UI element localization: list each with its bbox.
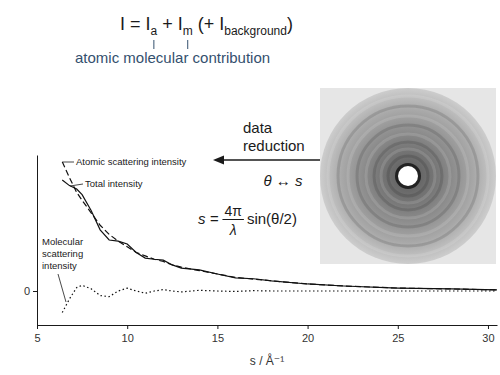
y-axis-line	[37, 156, 38, 326]
x-tick: 25	[392, 325, 404, 344]
image-ring	[366, 134, 450, 218]
arrow-label-line: data	[243, 119, 273, 136]
formula: I = Ia + Im (+ Ibackground)atomic molecu…	[75, 14, 293, 66]
series-label: Molecularscatteringintensity	[42, 236, 83, 271]
s-formula-denominator: λ	[229, 222, 237, 238]
fraction-bar	[222, 219, 243, 220]
leader-line	[70, 184, 83, 186]
x-tick: 10	[122, 325, 134, 344]
y-axis: 0	[24, 156, 38, 326]
x-tick-mark	[308, 325, 309, 329]
image-ring	[348, 116, 468, 236]
series-label-line: scattering	[42, 248, 83, 259]
x-tick-mark	[488, 325, 489, 329]
s-formula-numerator: 4π	[224, 203, 242, 219]
formula-subscript: m	[183, 24, 193, 38]
x-tick-mark	[217, 325, 218, 329]
image-ring	[328, 96, 488, 256]
formula-part: (+ I	[193, 14, 225, 34]
s-formula-rhs: sin(θ/2)	[247, 210, 297, 227]
arrow-head	[213, 156, 224, 165]
series-line	[62, 285, 497, 312]
x-tick: 30	[482, 325, 494, 344]
image-ring	[381, 149, 435, 203]
arrow-label: datareduction	[243, 119, 305, 154]
series-label-line: Molecular	[42, 236, 83, 247]
data-reduction-arrow	[213, 156, 320, 165]
x-tick-label: 5	[34, 332, 40, 344]
y-tick-label: 0	[24, 285, 30, 297]
image-disk	[320, 88, 496, 264]
arrow-shaft	[221, 159, 320, 160]
formula-pointer	[153, 40, 154, 49]
x-tick: 20	[302, 325, 314, 344]
formula-part: )	[287, 14, 293, 34]
arrow-label-line: reduction	[243, 137, 305, 154]
x-tick-label: 10	[122, 332, 134, 344]
series-line	[62, 180, 497, 290]
x-tick-label: 20	[302, 332, 314, 344]
chart: I = Ia + Im (+ Ibackground)atomic molecu…	[0, 0, 500, 375]
x-axis: 5 10 15 20 25 30	[34, 325, 497, 344]
leader-line	[58, 274, 66, 302]
series-label: Total intensity	[85, 178, 143, 189]
image-ring	[374, 142, 442, 210]
s-formula-lhs: s =	[198, 210, 219, 227]
series-line	[62, 162, 497, 290]
formula-subscript: background	[224, 24, 287, 38]
s-formula: s = 4π λ sin(θ/2)	[198, 203, 297, 238]
x-axis-line	[38, 325, 498, 326]
x-tick-mark	[127, 325, 128, 329]
image-ring	[357, 125, 459, 227]
series-annotations: Atomic scattering intensity Total intensi…	[42, 156, 187, 302]
y-tick: 0	[24, 285, 37, 297]
x-tick: 5	[34, 325, 40, 344]
beam-stop	[398, 166, 418, 186]
image-ring	[338, 106, 478, 246]
x-tick-label: 15	[212, 332, 224, 344]
series-lines	[62, 162, 497, 313]
series-label-line: intensity	[42, 260, 77, 271]
formula-part: I = I	[120, 14, 151, 34]
x-tick-mark	[37, 325, 38, 329]
y-tick-mark	[33, 291, 37, 292]
leader-line	[63, 162, 74, 163]
x-tick: 15	[212, 325, 224, 344]
beam-stop-ring	[395, 163, 421, 189]
x-tick-mark	[398, 325, 399, 329]
formula-caption: atomic molecular contribution	[75, 49, 270, 66]
formula-pointer	[187, 40, 188, 49]
image-background	[320, 88, 496, 264]
formula-part: + I	[157, 14, 183, 34]
x-axis-title: s / Å⁻¹	[250, 353, 284, 368]
conversion: θ ↔ s	[264, 172, 303, 189]
x-tick-label: 25	[392, 332, 404, 344]
image-ring	[388, 156, 428, 196]
series-label: Atomic scattering intensity	[76, 156, 187, 167]
x-tick-label: 30	[482, 332, 494, 344]
diffraction-pattern	[320, 88, 496, 264]
